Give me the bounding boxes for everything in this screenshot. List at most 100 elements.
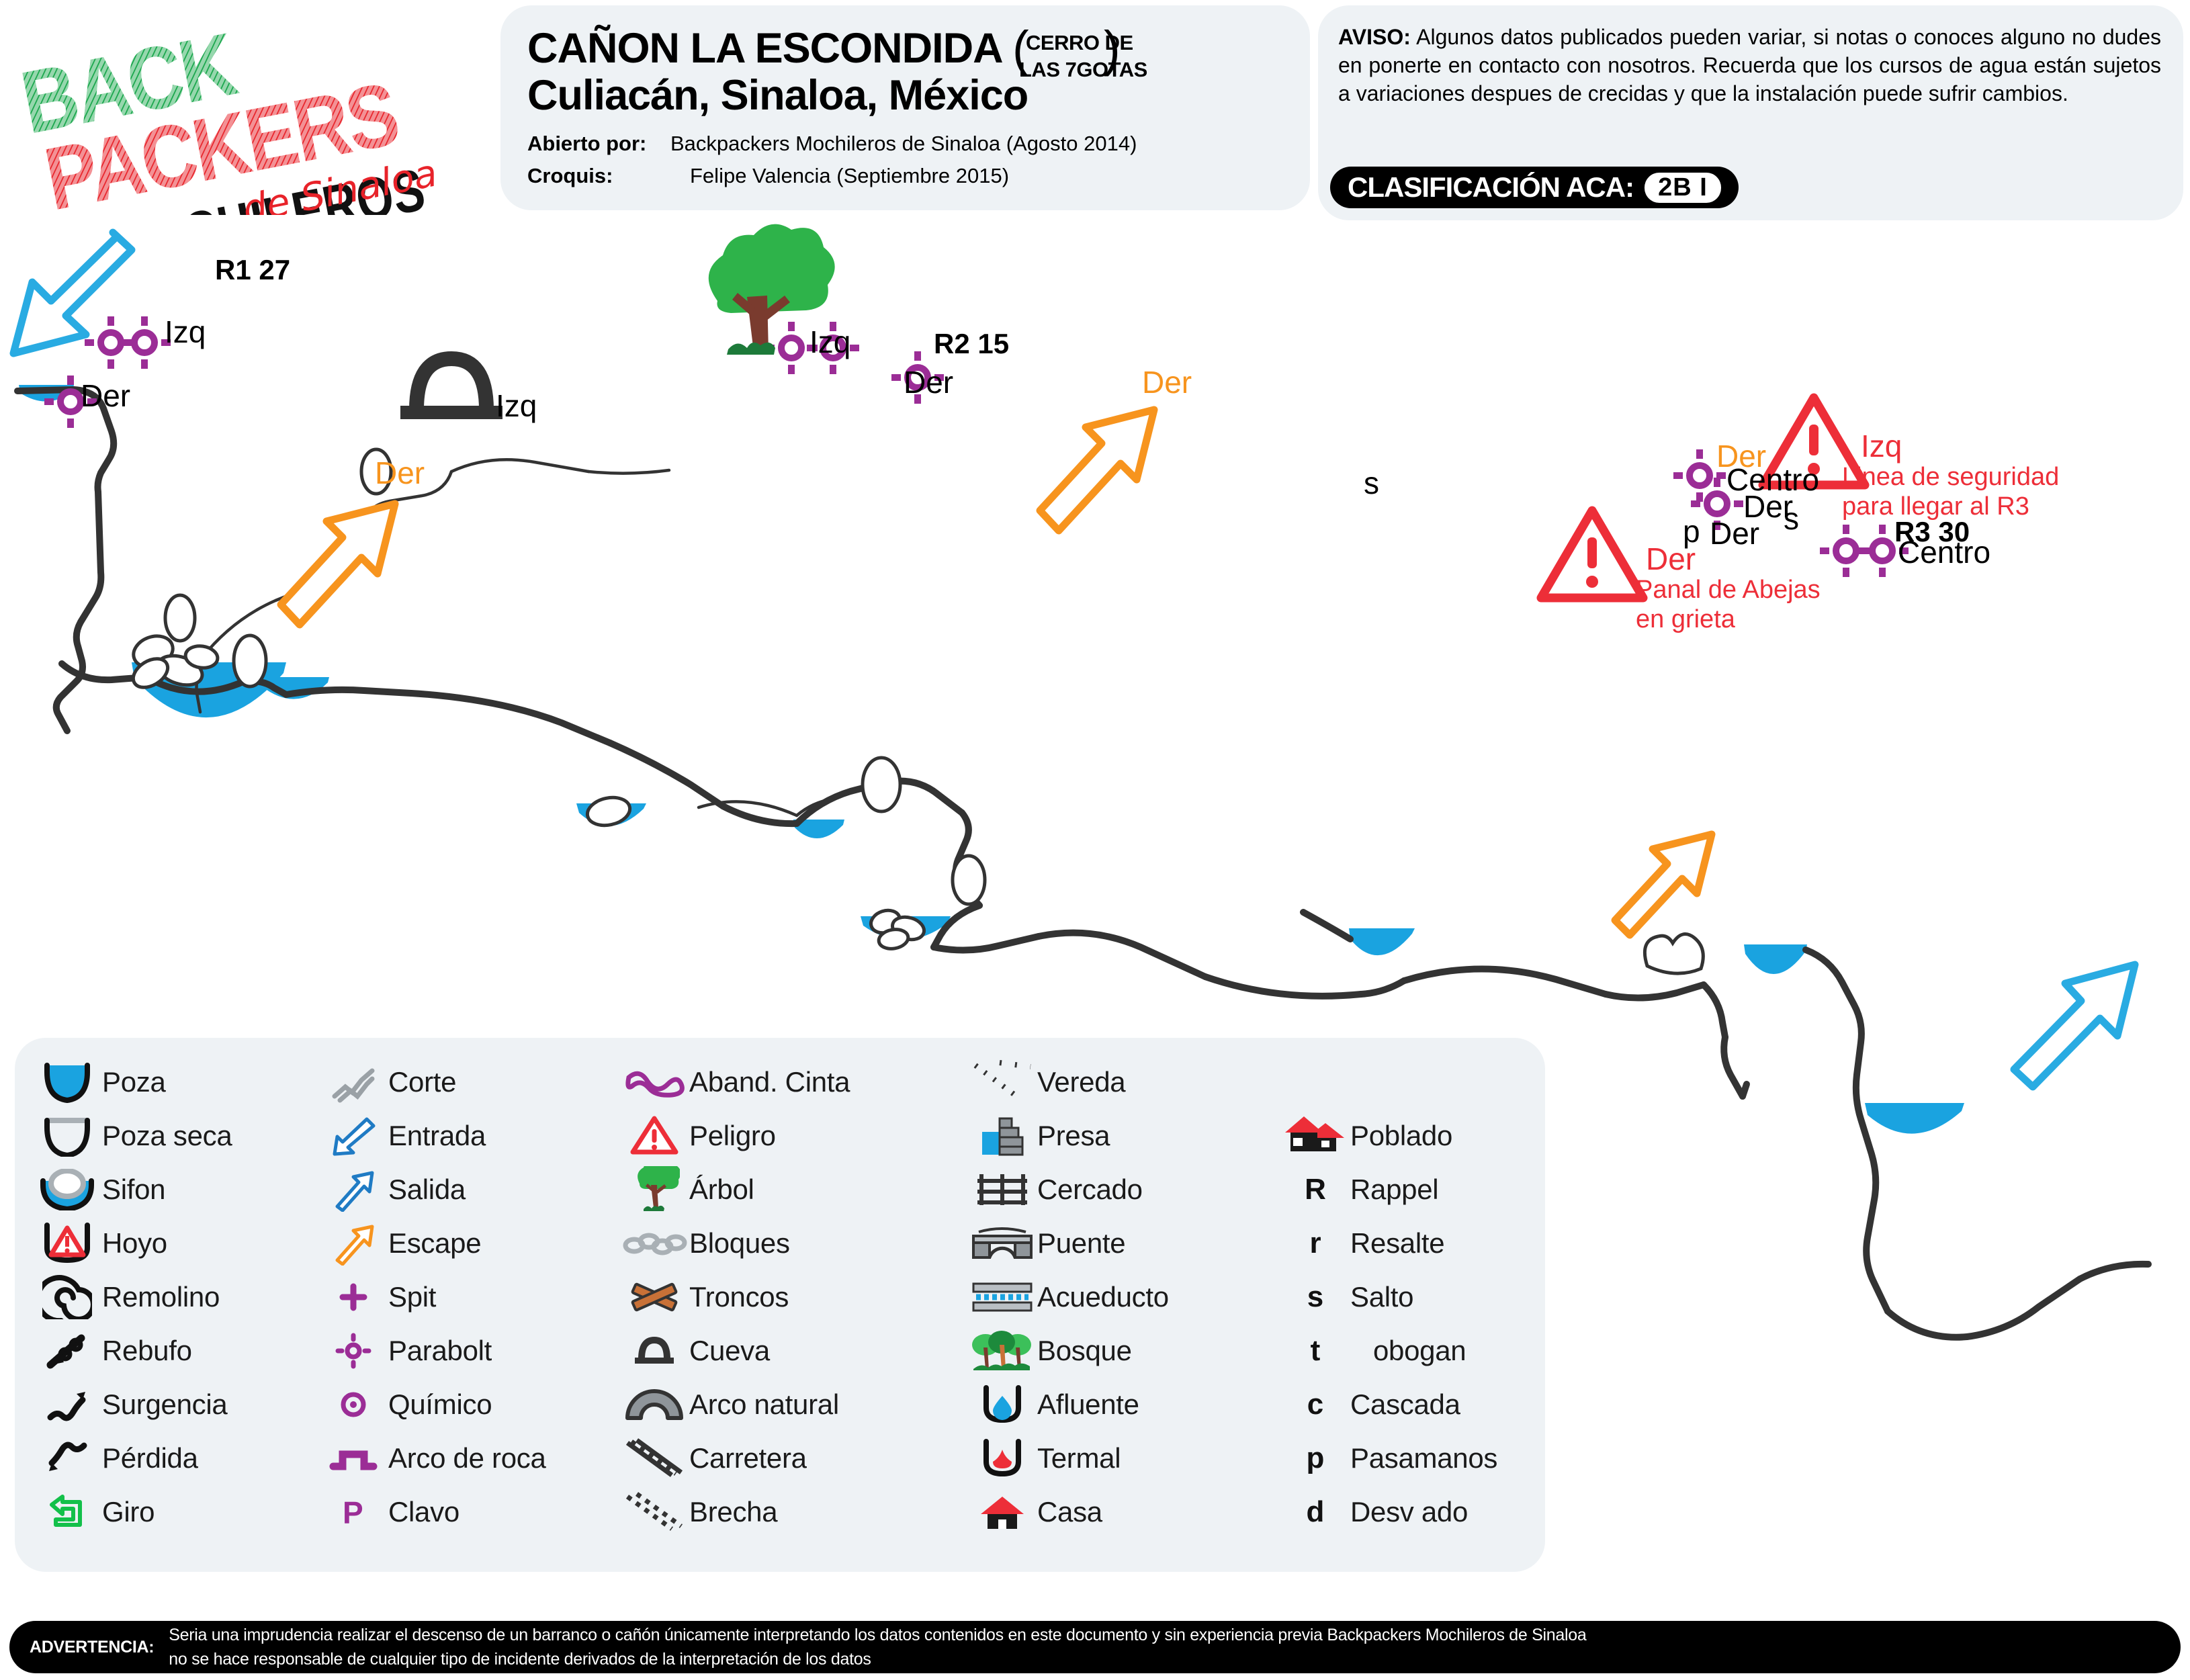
legend-label: Químico <box>388 1388 492 1420</box>
map-label-centro-2: Centro <box>1898 535 1991 570</box>
quimico-icon <box>318 1384 388 1425</box>
legend-item-cascada[interactable]: c Cascada <box>1280 1378 1549 1431</box>
legend-item-perdida[interactable]: Pérdida <box>32 1431 321 1485</box>
legend-label: Poza seca <box>102 1120 232 1151</box>
map-label-izq-arbol: Izq <box>809 324 851 359</box>
legend-item-vereda[interactable]: Vereda <box>967 1055 1283 1109</box>
legend-item-tobogan[interactable]: t obogan <box>1280 1324 1549 1378</box>
peligro-icon <box>619 1114 689 1157</box>
spit-icon <box>318 1277 388 1317</box>
legend-label: Escape <box>388 1227 482 1259</box>
cercado-icon <box>967 1170 1037 1209</box>
map-label-izq-1: Izq <box>165 314 206 349</box>
water-pools <box>19 385 1964 1134</box>
legend-item-sifon[interactable]: Sifon <box>32 1163 321 1217</box>
map-label-izq-cueva: Izq <box>496 388 537 423</box>
legend-item-poblado[interactable]: Poblado <box>1280 1109 1549 1163</box>
classification-label: CLASIFICACIÓN ACA: <box>1348 171 1634 203</box>
legend-item-hoyo[interactable]: Hoyo <box>32 1217 321 1270</box>
legend-item-escape[interactable]: Escape <box>318 1217 621 1270</box>
legend-item-salto[interactable]: s Salto <box>1280 1270 1549 1324</box>
croquis-label: Croquis: <box>527 164 613 187</box>
legend-label: Pasamanos <box>1350 1442 1498 1474</box>
legend-item-bosque[interactable]: Bosque <box>967 1324 1283 1378</box>
terrain-upper-wall <box>195 457 834 817</box>
legend-label: Surgencia <box>102 1388 228 1420</box>
legend-item-quimico[interactable]: Químico <box>318 1378 621 1431</box>
legend-item-carretera[interactable]: Carretera <box>619 1431 969 1485</box>
legend-column-obstacles: Poblado R Rappel r Resalte s Salto t obo… <box>1280 1109 1549 1539</box>
legend-item-pasamanos[interactable]: p Pasamanos <box>1280 1431 1549 1485</box>
parabolt-icon <box>318 1331 388 1371</box>
legend-item-cueva[interactable]: Cueva <box>619 1324 969 1378</box>
legend-label: Peligro <box>689 1120 776 1151</box>
legend-item-spit[interactable]: Spit <box>318 1270 621 1324</box>
legend-item-cercado[interactable]: Cercado <box>967 1163 1283 1217</box>
legend-item-arbol[interactable]: Árbol <box>619 1163 969 1217</box>
arco-de-roca-icon <box>318 1438 388 1478</box>
legend-item-arco-natural[interactable]: Arco natural <box>619 1378 969 1431</box>
escape-arrow-2-icon <box>1036 406 1158 535</box>
classification-value: 2B I <box>1645 172 1721 203</box>
legend-label: Carretera <box>689 1442 807 1474</box>
title-panel: CAÑON LA ESCONDIDA Culiacán, Sinaloa, Mé… <box>500 5 1310 210</box>
presa-icon <box>967 1114 1037 1157</box>
notice-body: Algunos datos publicados pueden variar, … <box>1338 25 2162 106</box>
legend-item-presa[interactable]: Presa <box>967 1109 1283 1163</box>
paren-open-icon: ( <box>1012 21 1029 77</box>
warning-line1: Seria una imprudencia realizar el descen… <box>169 1625 1587 1644</box>
map-label-seg-line1: Linea de seguridad <box>1842 463 2060 491</box>
legend-item-entrada[interactable]: Entrada <box>318 1109 621 1163</box>
legend-item-termal[interactable]: Termal <box>967 1431 1283 1485</box>
legend-item-troncos[interactable]: Troncos <box>619 1270 969 1324</box>
legend-item-giro[interactable]: Giro <box>32 1485 321 1539</box>
legend-label: Vereda <box>1037 1066 1126 1098</box>
legend-label: Arco de roca <box>388 1442 546 1474</box>
map-label-der-peligro: Der <box>1646 541 1696 576</box>
legend-label: Giro <box>102 1496 155 1528</box>
legend-item-afluente[interactable]: Afluente <box>967 1378 1283 1431</box>
legend-label: Árbol <box>689 1174 754 1205</box>
legend-label: Poblado <box>1350 1120 1453 1151</box>
legend-item-remolino[interactable]: Remolino <box>32 1270 321 1324</box>
arco-natural-icon <box>619 1386 689 1423</box>
legend-item-rebufo[interactable]: Rebufo <box>32 1324 321 1378</box>
warning-label: ADVERTENCIA: <box>30 1637 155 1656</box>
map-label-der-4: Der <box>1710 516 1760 551</box>
legend-item-casa[interactable]: Casa <box>967 1485 1283 1539</box>
legend-label: Termal <box>1037 1442 1121 1474</box>
legend-item-desviado[interactable]: d Desv ado <box>1280 1485 1549 1539</box>
legend-item-arco-de-roca[interactable]: Arco de roca <box>318 1431 621 1485</box>
canyon-location: Culiacán, Sinaloa, México <box>527 72 1028 119</box>
legend-item-poza[interactable]: Poza <box>32 1055 321 1109</box>
legend-item-parabolt[interactable]: Parabolt <box>318 1324 621 1378</box>
giro-icon <box>32 1490 102 1534</box>
legend-item-resalte[interactable]: r Resalte <box>1280 1217 1549 1270</box>
legend-item-corte[interactable]: Corte <box>318 1055 621 1109</box>
map-label-r3: R3 30 <box>1894 516 1970 547</box>
hoyo-icon <box>32 1221 102 1266</box>
legend-label: Resalte <box>1350 1227 1445 1259</box>
arbol-icon <box>619 1166 689 1213</box>
legend-item-salida[interactable]: Salida <box>318 1163 621 1217</box>
legend-label: Acueducto <box>1037 1281 1169 1313</box>
paren-close-icon: ) <box>1104 21 1121 77</box>
legend-label: Salto <box>1350 1281 1414 1313</box>
legend-item-surgencia[interactable]: Surgencia <box>32 1378 321 1431</box>
legend-item-poza-seca[interactable]: Poza seca <box>32 1109 321 1163</box>
legend-item-acueducto[interactable]: Acueducto <box>967 1270 1283 1324</box>
legend-label: obogan <box>1373 1335 1466 1366</box>
legend-item-clavo[interactable]: P Clavo <box>318 1485 621 1539</box>
legend-item-puente[interactable]: Puente <box>967 1217 1283 1270</box>
legend-label: Afluente <box>1037 1388 1139 1420</box>
legend-item-peligro[interactable]: Peligro <box>619 1109 969 1163</box>
legend-label: Poza <box>102 1066 166 1098</box>
corte-icon <box>318 1060 388 1104</box>
legend-column-water: Poza Poza seca Sifon Hoyo Remolino <box>32 1055 321 1539</box>
alt-name-line1: CERRO DE <box>1026 31 1133 54</box>
legend-item-rappel[interactable]: R Rappel <box>1280 1163 1549 1217</box>
brecha-icon <box>619 1490 689 1534</box>
legend-item-bloques[interactable]: Bloques <box>619 1217 969 1270</box>
legend-item-aband-cinta[interactable]: Aband. Cinta <box>619 1055 969 1109</box>
legend-item-brecha[interactable]: Brecha <box>619 1485 969 1539</box>
